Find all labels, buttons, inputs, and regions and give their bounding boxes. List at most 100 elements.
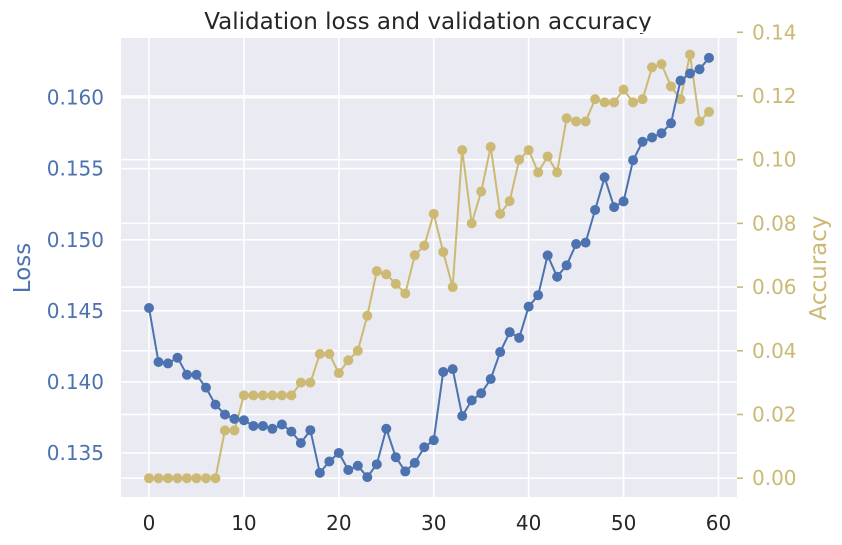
- loss-series: [144, 52, 714, 483]
- right-tick-label: 0.12: [752, 84, 797, 108]
- loss-point: [210, 399, 221, 410]
- loss-point: [685, 68, 696, 79]
- accuracy-point: [542, 151, 553, 162]
- loss-point: [153, 357, 164, 367]
- loss-point: [628, 155, 639, 166]
- loss-point: [191, 369, 202, 380]
- accuracy-point: [523, 145, 534, 156]
- loss-point: [704, 52, 714, 63]
- loss-point: [371, 459, 382, 470]
- accuracy-point: [162, 473, 173, 484]
- accuracy-point: [514, 154, 525, 165]
- accuracy-point: [257, 390, 268, 401]
- chart-title: Validation loss and validation accuracy: [204, 9, 652, 35]
- accuracy-point: [362, 310, 373, 321]
- loss-point: [466, 395, 477, 406]
- accuracy-point: [438, 247, 449, 258]
- accuracy-point: [457, 145, 468, 156]
- left-tick-label: 0.140: [47, 370, 104, 394]
- left-tick-label: 0.135: [47, 441, 104, 465]
- loss-point: [181, 369, 192, 380]
- accuracy-point: [200, 473, 211, 484]
- series-layer: [144, 49, 714, 484]
- accuracy-point: [647, 62, 658, 73]
- loss-point: [276, 419, 287, 430]
- accuracy-point: [352, 345, 363, 356]
- accuracy-point: [267, 390, 278, 401]
- accuracy-point: [419, 240, 430, 251]
- x-tick-label: 40: [516, 511, 541, 535]
- right-tick-label: 0.08: [752, 211, 797, 235]
- loss-point: [314, 467, 325, 478]
- loss-point: [561, 260, 572, 271]
- loss-point: [495, 347, 506, 358]
- left-axis-ticks: 0.135 0.140 0.145 0.150 0.155 0.160: [47, 86, 104, 465]
- loss-point: [295, 438, 306, 448]
- loss-point: [172, 352, 183, 363]
- loss-point: [694, 64, 705, 75]
- loss-point: [324, 456, 335, 467]
- right-tick-label: 0.00: [752, 466, 797, 490]
- accuracy-point: [685, 49, 696, 60]
- loss-point: [656, 128, 667, 139]
- loss-point: [438, 366, 449, 377]
- loss-point: [238, 415, 249, 426]
- loss-point: [485, 374, 496, 385]
- accuracy-point: [599, 97, 610, 108]
- loss-point: [514, 332, 525, 343]
- accuracy-point: [466, 218, 477, 229]
- accuracy-point: [276, 390, 287, 401]
- loss-point: [286, 426, 297, 437]
- loss-point: [343, 465, 354, 475]
- accuracy-point: [314, 348, 325, 359]
- loss-point: [219, 409, 230, 420]
- accuracy-point: [371, 266, 382, 277]
- accuracy-point: [219, 425, 230, 436]
- accuracy-point: [305, 377, 316, 388]
- accuracy-point: [571, 116, 582, 127]
- accuracy-point: [628, 97, 639, 108]
- accuracy-point: [153, 473, 164, 484]
- left-tick-label: 0.145: [47, 299, 104, 323]
- loss-point: [229, 413, 240, 424]
- accuracy-point: [428, 208, 439, 219]
- loss-point: [523, 301, 534, 312]
- loss-point: [476, 388, 487, 399]
- loss-point: [200, 382, 211, 393]
- accuracy-point: [580, 116, 591, 127]
- accuracy-point: [343, 355, 354, 366]
- accuracy-point: [666, 81, 677, 92]
- accuracy-point: [400, 288, 411, 299]
- accuracy-point: [590, 94, 601, 105]
- accuracy-point: [675, 94, 686, 105]
- loss-point: [362, 472, 373, 483]
- accuracy-point: [409, 250, 420, 261]
- loss-point: [533, 290, 544, 301]
- loss-point: [609, 202, 620, 213]
- accuracy-point: [210, 473, 221, 484]
- loss-point: [144, 303, 154, 313]
- accuracy-point: [324, 348, 335, 359]
- accuracy-point: [533, 167, 544, 178]
- accuracy-point: [637, 94, 648, 105]
- accuracy-point: [248, 390, 259, 401]
- left-axis-label: Loss: [10, 243, 36, 293]
- loss-point: [447, 364, 458, 375]
- loss-point: [666, 118, 677, 129]
- left-tick-label: 0.150: [47, 228, 104, 252]
- right-tick-label: 0.14: [752, 20, 797, 44]
- loss-point: [580, 237, 591, 248]
- loss-point: [409, 457, 420, 468]
- accuracy-point: [485, 141, 496, 152]
- loss-point: [162, 358, 173, 369]
- right-axis-label: Accuracy: [806, 215, 832, 320]
- loss-point: [333, 447, 344, 458]
- right-tick-label: 0.06: [752, 275, 797, 299]
- x-tick-label: 50: [611, 511, 636, 535]
- accuracy-point: [476, 186, 487, 197]
- accuracy-point: [238, 390, 249, 401]
- accuracy-point: [552, 167, 563, 178]
- accuracy-point: [656, 59, 667, 70]
- loss-point: [457, 411, 468, 421]
